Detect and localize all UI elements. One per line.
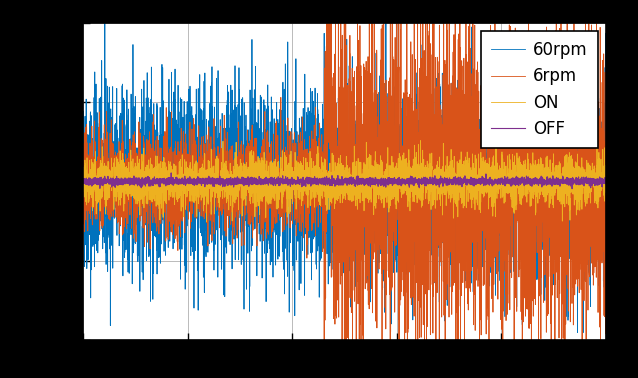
ON [417,138,424,143]
60rpm [419,149,427,153]
6rpm [393,21,401,25]
OFF [509,178,517,182]
ON [279,195,286,199]
60rpm [509,216,517,221]
Line: ON: ON [83,141,606,222]
OFF [174,180,182,184]
OFF [279,181,286,185]
OFF [470,181,477,186]
OFF [602,182,610,187]
OFF [167,170,175,175]
6rpm [279,229,286,234]
OFF [393,177,401,182]
60rpm [470,218,477,223]
6rpm [509,138,517,143]
ON [510,182,517,186]
ON [420,184,427,189]
ON [203,219,211,224]
6rpm [602,130,610,135]
OFF [568,186,576,191]
ON [79,187,87,192]
60rpm [79,157,87,162]
60rpm [174,150,182,155]
OFF [419,181,427,185]
6rpm [174,139,182,144]
Line: 6rpm: 6rpm [83,0,606,378]
ON [602,181,610,186]
6rpm [470,189,477,194]
OFF [79,180,87,184]
Line: OFF: OFF [83,173,606,189]
60rpm [279,102,286,107]
6rpm [419,322,427,327]
60rpm [602,220,610,224]
60rpm [393,187,401,191]
ON [393,194,401,198]
ON [174,186,182,190]
ON [470,161,477,166]
60rpm [579,330,587,335]
Line: 60rpm: 60rpm [83,0,606,333]
6rpm [79,189,87,194]
Legend: 60rpm, 6rpm, ON, OFF: 60rpm, 6rpm, ON, OFF [482,31,598,148]
